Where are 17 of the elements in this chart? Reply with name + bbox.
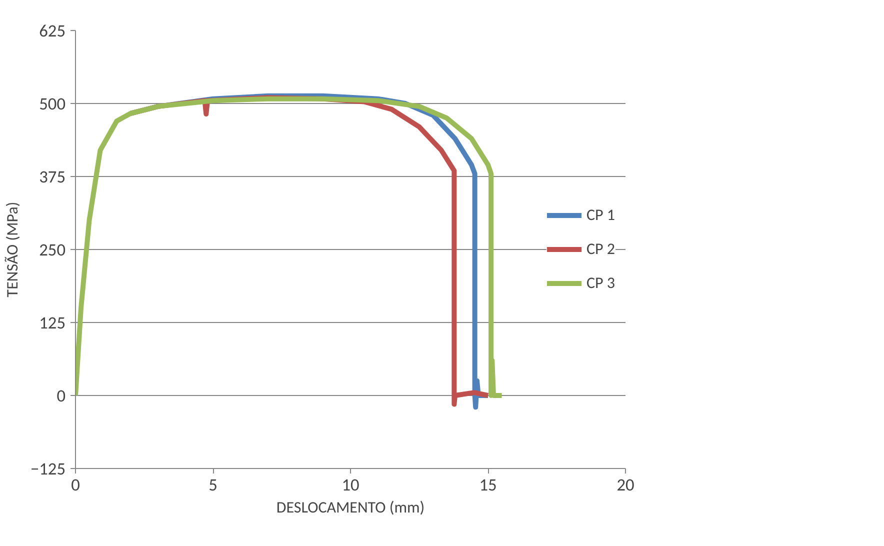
x-tick-label: 15 <box>479 474 497 496</box>
y-tick-label: 500 <box>39 92 66 114</box>
legend-label: CP 1 <box>586 206 615 224</box>
x-tick-label: 0 <box>71 474 80 496</box>
x-tick-label: 10 <box>342 474 360 496</box>
legend-label: CP 2 <box>586 240 615 258</box>
x-tick-label: 20 <box>616 474 634 496</box>
y-tick-label: 125 <box>39 312 66 334</box>
y-tick-label: −125 <box>30 458 66 480</box>
y-axis-title: TENSÃO (MPa) <box>4 202 23 298</box>
y-tick-label: 0 <box>56 384 66 406</box>
x-axis-title: DESLOCAMENTO (mm) <box>276 498 425 518</box>
y-tick-label: 250 <box>39 238 66 260</box>
legend-label: CP 3 <box>586 274 615 292</box>
y-tick-label: 375 <box>39 166 66 188</box>
y-tick-label: 625 <box>39 20 66 42</box>
x-tick-label: 5 <box>208 474 218 496</box>
